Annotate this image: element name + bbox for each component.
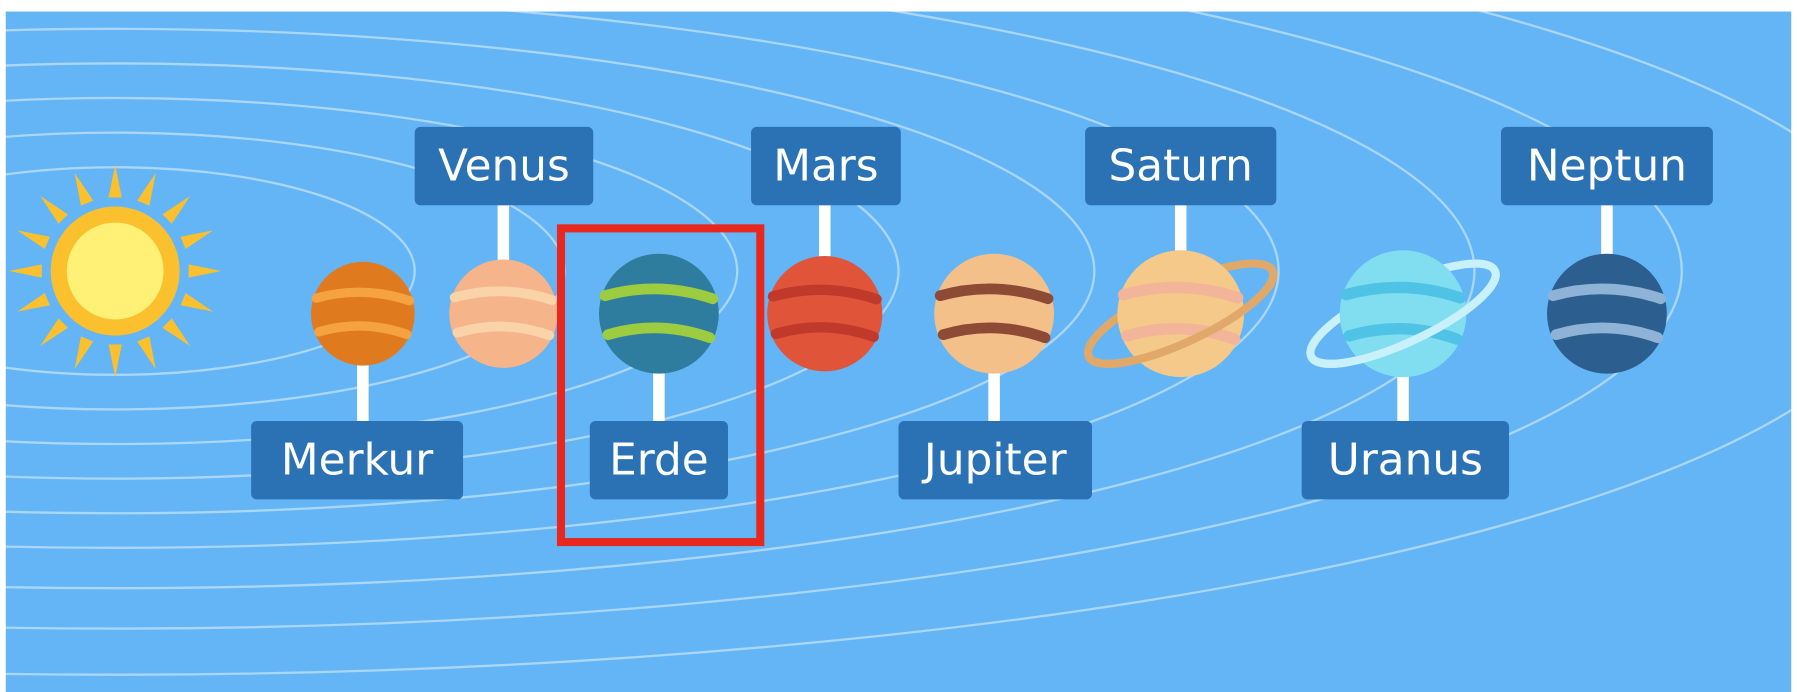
sun-ray	[188, 264, 222, 278]
sun-ray	[108, 164, 122, 198]
planet-label: Saturn	[1109, 140, 1253, 191]
planet-body	[1547, 253, 1667, 374]
planet-stripe	[599, 283, 719, 344]
sun-ray	[162, 196, 191, 224]
background	[5, 11, 1792, 692]
sun-ray	[180, 293, 214, 312]
orbit	[0, 0, 1797, 675]
planet-stripe	[449, 286, 557, 341]
sun-ray	[9, 264, 42, 278]
planet-label: Neptun	[1527, 140, 1687, 191]
planet-label: Uranus	[1328, 434, 1483, 485]
label-box	[414, 126, 594, 206]
sun-ray	[137, 336, 156, 370]
label-box	[751, 126, 901, 206]
planet-body	[934, 253, 1055, 374]
planet-stripe	[1117, 281, 1244, 345]
planet: Neptun	[1500, 126, 1713, 374]
planet-ring-front	[1307, 269, 1500, 368]
orbit	[0, 27, 1096, 515]
sun-ray	[40, 318, 68, 347]
planets: Merkur Venus Erde Mars Jupiter Saturn Uranus Ne…	[251, 126, 1713, 500]
connector	[357, 313, 369, 421]
orbit	[0, 0, 1682, 629]
planet: Venus	[414, 126, 594, 368]
planet-ring-front	[1085, 269, 1278, 368]
sun-ray	[17, 293, 50, 312]
sun-ray	[162, 318, 191, 347]
planet-body	[449, 259, 558, 368]
planet: Erde	[589, 253, 729, 500]
sun-ray	[108, 344, 122, 378]
sun-ray	[74, 173, 94, 206]
planet-stripe	[311, 287, 415, 340]
sun-ray	[17, 230, 50, 250]
planet: Uranus	[1301, 250, 1510, 500]
planet-label: Merkur	[281, 434, 433, 485]
planet: Jupiter	[898, 253, 1093, 500]
orbit	[0, 62, 900, 480]
planet-body	[1117, 250, 1245, 378]
highlight-box	[556, 224, 765, 547]
planet-label: Venus	[438, 140, 570, 191]
label-box	[1085, 126, 1277, 206]
orbit	[0, 0, 1474, 588]
sun-ray	[180, 230, 214, 250]
planet-label: Mars	[773, 140, 878, 191]
label-box	[1500, 126, 1713, 206]
label-box	[251, 420, 464, 500]
planet-body	[311, 261, 415, 366]
orbit	[0, 0, 1279, 548]
sun-ray	[40, 196, 68, 224]
planet: Mars	[751, 126, 901, 372]
label-box	[1301, 420, 1510, 500]
planet-stripe	[1340, 281, 1466, 345]
planet: Saturn	[1084, 126, 1278, 378]
planet-body	[767, 256, 883, 372]
orbits	[0, 0, 1797, 675]
sun-ray	[74, 336, 94, 370]
planet-stripe	[767, 284, 882, 342]
planet-body	[1339, 250, 1467, 378]
sun	[9, 164, 222, 378]
planet-body	[599, 253, 719, 374]
sun-inner	[66, 222, 164, 320]
planet-label: Erde	[609, 434, 709, 485]
sun-ray	[137, 173, 156, 206]
planet-stripe	[1547, 283, 1667, 344]
planet: Merkur	[251, 261, 464, 500]
planet-stripe	[934, 283, 1054, 344]
planet-label: Jupiter	[921, 434, 1067, 485]
orbit	[0, 96, 739, 446]
label-box	[589, 420, 729, 500]
label-box	[898, 420, 1093, 500]
